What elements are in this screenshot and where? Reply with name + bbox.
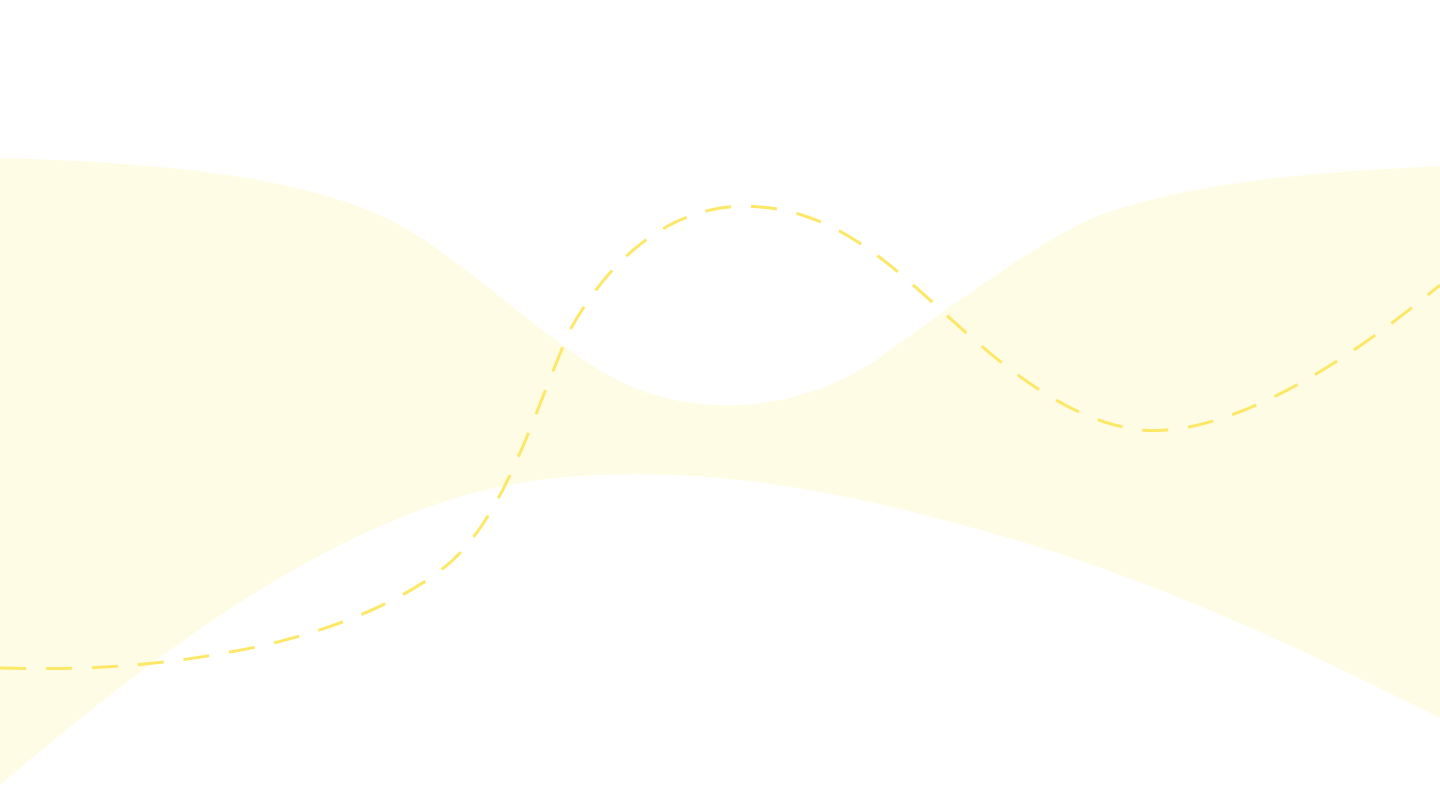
dashed-wave-line <box>0 204 1440 671</box>
wave-ribbon-shape <box>0 158 1440 785</box>
